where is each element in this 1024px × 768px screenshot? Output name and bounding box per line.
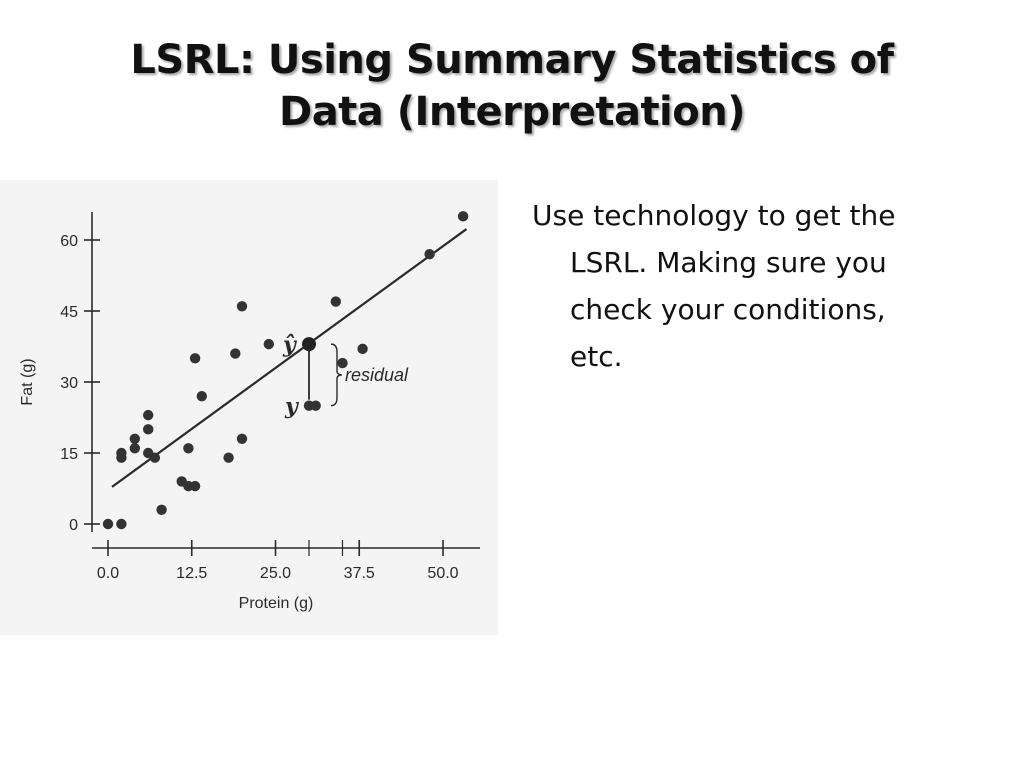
y-label: y: [284, 394, 300, 420]
slide-title-line-1: LSRL: Using Summary Statistics of: [130, 37, 894, 83]
regression-line: [111, 228, 468, 488]
y-axis-label: Fat (g): [19, 358, 36, 405]
data-point: [116, 447, 127, 459]
y-tick-label: 15: [60, 446, 78, 463]
body-line-3: check your conditions,: [570, 293, 886, 326]
data-point: [236, 433, 248, 444]
y-tick-label: 45: [60, 304, 78, 321]
data-point: [457, 211, 469, 222]
y-tick-label: 30: [60, 375, 78, 392]
y-tick-label: 60: [60, 233, 78, 250]
data-point: [230, 348, 241, 359]
x-axis-label: Protein (g): [239, 595, 314, 612]
data-point: [149, 452, 161, 463]
slide-title: LSRL: Using Summary Statistics of Data (…: [40, 34, 984, 138]
slide-title-line-2: Data (Interpretation): [278, 89, 746, 135]
y-hat-point: [302, 337, 316, 352]
x-tick-label: 50.0: [427, 565, 458, 582]
data-point: [424, 249, 435, 260]
body-line-1: Use technology to get the: [532, 199, 896, 232]
data-point: [223, 452, 234, 463]
residual-brace: [330, 343, 343, 407]
body-line-2: LSRL. Making sure you: [570, 246, 887, 279]
data-point: [189, 480, 201, 492]
scatter-plot-figure: 0 15 30 45 60 0.0 12.5 25.0 37.5 50.0 Protein (g) F…: [0, 180, 498, 635]
body-line-4: etc.: [570, 340, 623, 373]
data-point: [156, 504, 167, 515]
x-tick-label: 37.5: [344, 565, 375, 582]
y-hat-label: ŷ: [282, 332, 298, 358]
data-point: [310, 400, 321, 411]
data-point: [102, 518, 114, 530]
data-point: [236, 301, 248, 312]
data-point: [183, 443, 194, 454]
data-point: [189, 353, 201, 364]
scatter-plot: 0 15 30 45 60 0.0 12.5 25.0 37.5 50.0 Protein (g) F…: [19, 211, 480, 612]
data-point: [330, 296, 341, 307]
data-point: [129, 433, 140, 444]
data-point: [116, 518, 127, 530]
x-tick-label: 12.5: [176, 565, 207, 582]
data-point: [196, 391, 207, 402]
x-tick-label: 25.0: [260, 565, 291, 582]
x-tick-label: 0.0: [97, 565, 119, 582]
body-text: Use technology to get the LSRL. Making s…: [532, 192, 972, 380]
residual-label: residual: [345, 365, 409, 385]
data-point: [143, 424, 154, 435]
data-point: [337, 357, 348, 369]
data-point: [129, 443, 140, 454]
data-point: [143, 409, 154, 421]
data-point: [263, 338, 274, 350]
data-point: [357, 343, 368, 355]
y-tick-label: 0: [69, 517, 78, 534]
